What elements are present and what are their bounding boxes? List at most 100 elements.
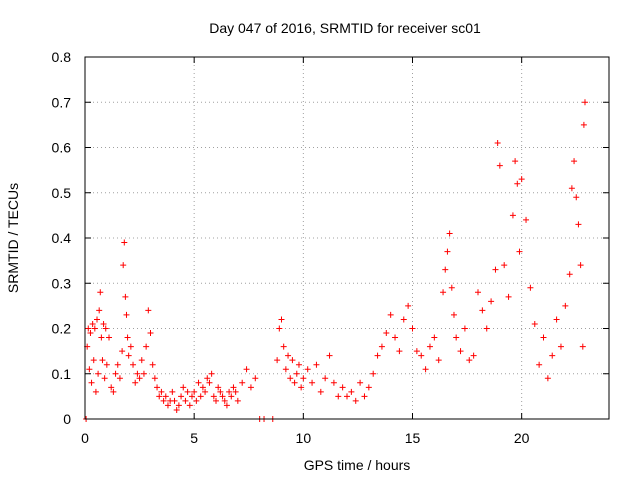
data-point bbox=[239, 379, 246, 386]
data-point bbox=[112, 370, 119, 377]
data-point bbox=[295, 361, 302, 368]
y-tick-label: 0.5 bbox=[52, 185, 72, 201]
data-point bbox=[392, 334, 399, 341]
data-point bbox=[348, 388, 355, 395]
data-point bbox=[440, 289, 447, 296]
data-point bbox=[573, 194, 580, 201]
data-point bbox=[453, 334, 460, 341]
data-point bbox=[106, 334, 113, 341]
data-point bbox=[162, 393, 169, 400]
data-point bbox=[276, 325, 283, 332]
data-point bbox=[120, 262, 127, 269]
data-point bbox=[544, 375, 551, 382]
data-point bbox=[186, 402, 193, 409]
data-point bbox=[444, 248, 451, 255]
data-point bbox=[208, 370, 215, 377]
data-point bbox=[217, 388, 224, 395]
data-point bbox=[110, 388, 117, 395]
data-point bbox=[151, 375, 158, 382]
data-point bbox=[89, 320, 96, 327]
data-point bbox=[313, 361, 320, 368]
data-point bbox=[124, 334, 131, 341]
data-point bbox=[199, 384, 206, 391]
data-point bbox=[378, 343, 385, 350]
data-point bbox=[383, 330, 390, 337]
x-tick-label: 0 bbox=[81, 430, 89, 446]
data-point bbox=[215, 384, 222, 391]
data-point bbox=[282, 366, 289, 373]
data-point bbox=[158, 388, 165, 395]
data-point bbox=[122, 293, 129, 300]
data-point bbox=[557, 343, 564, 350]
data-point bbox=[326, 352, 333, 359]
y-tick-label: 0 bbox=[63, 411, 71, 427]
data-point bbox=[226, 388, 233, 395]
data-point bbox=[361, 393, 368, 400]
data-point bbox=[442, 266, 449, 273]
data-point bbox=[97, 289, 104, 296]
data-point bbox=[479, 307, 486, 314]
data-point bbox=[287, 375, 294, 382]
data-point bbox=[365, 384, 372, 391]
y-tick-label: 0.3 bbox=[52, 275, 72, 291]
data-point bbox=[92, 388, 99, 395]
data-point bbox=[188, 393, 195, 400]
data-point bbox=[483, 325, 490, 332]
data-point bbox=[119, 348, 126, 355]
data-point bbox=[102, 325, 109, 332]
data-point bbox=[184, 388, 191, 395]
data-point bbox=[234, 397, 241, 404]
data-point bbox=[581, 99, 588, 106]
data-point bbox=[512, 158, 519, 165]
data-point bbox=[138, 357, 145, 364]
y-tick-label: 0.7 bbox=[52, 94, 72, 110]
data-point bbox=[540, 334, 547, 341]
data-point bbox=[461, 325, 468, 332]
data-point bbox=[571, 158, 578, 165]
x-tick-label: 5 bbox=[190, 430, 198, 446]
data-point bbox=[309, 379, 316, 386]
data-point bbox=[90, 357, 97, 364]
data-point bbox=[280, 343, 287, 350]
data-point bbox=[169, 388, 176, 395]
data-point bbox=[210, 393, 217, 400]
data-point bbox=[221, 397, 228, 404]
data-point bbox=[178, 393, 185, 400]
data-point bbox=[577, 262, 584, 269]
data-point bbox=[103, 361, 110, 368]
data-point bbox=[448, 284, 455, 291]
data-point bbox=[114, 361, 121, 368]
data-point bbox=[446, 230, 453, 237]
data-point bbox=[149, 361, 156, 368]
data-point bbox=[409, 325, 416, 332]
data-point bbox=[531, 320, 538, 327]
data-point bbox=[86, 366, 93, 373]
data-point bbox=[580, 121, 587, 128]
data-point bbox=[514, 180, 521, 187]
y-tick-label: 0.8 bbox=[52, 49, 72, 65]
data-point bbox=[202, 388, 209, 395]
data-point bbox=[579, 343, 586, 350]
data-point bbox=[160, 397, 167, 404]
data-point bbox=[536, 361, 543, 368]
data-point bbox=[335, 393, 342, 400]
data-point bbox=[304, 366, 311, 373]
data-point bbox=[213, 397, 219, 404]
data-point bbox=[322, 375, 329, 382]
data-point bbox=[230, 384, 237, 391]
data-point bbox=[85, 325, 92, 332]
data-point bbox=[374, 352, 381, 359]
data-point bbox=[518, 176, 525, 183]
data-point bbox=[357, 379, 364, 386]
data-point bbox=[228, 393, 235, 400]
data-point bbox=[193, 397, 200, 404]
data-point bbox=[116, 375, 123, 382]
data-point bbox=[492, 266, 499, 273]
y-tick-label: 0.4 bbox=[52, 230, 72, 246]
data-point bbox=[470, 352, 477, 359]
data-point bbox=[123, 311, 130, 318]
data-point bbox=[298, 384, 305, 391]
data-point bbox=[339, 384, 346, 391]
data-point bbox=[95, 370, 102, 377]
data-point bbox=[243, 366, 250, 373]
